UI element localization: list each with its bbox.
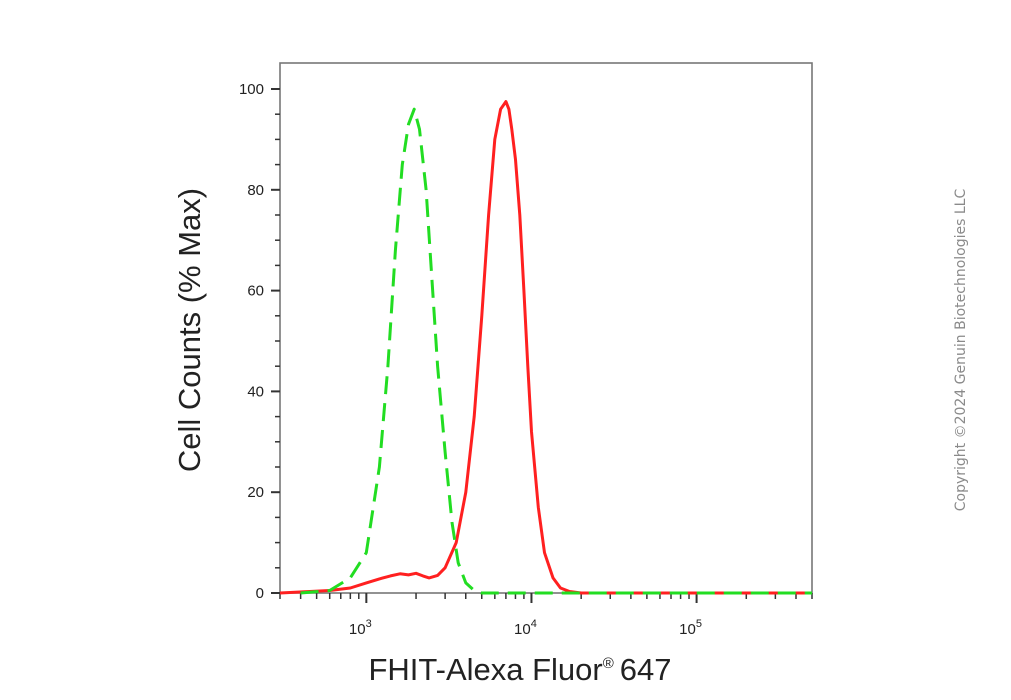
x-axis-ticks: 103 104 105 xyxy=(279,593,813,638)
y-tick-label: 40 xyxy=(247,383,264,400)
x-tick-label-exponent: 5 xyxy=(696,618,702,630)
y-tick-label: 80 xyxy=(247,182,264,199)
y-tick-label: 100 xyxy=(239,81,264,98)
y-tick-label: 20 xyxy=(247,484,264,501)
copyright-watermark: Copyright ©2024 Genuin Biotechnologies L… xyxy=(953,189,969,512)
x-tick-label: 105 xyxy=(679,618,702,638)
y-axis-title: Cell Counts (% Max) xyxy=(172,188,207,472)
x-tick-label-exponent: 4 xyxy=(531,618,537,630)
y-tick-label: 0 xyxy=(256,585,264,602)
series-layer xyxy=(279,100,812,595)
x-axis-title-suffix: 647 xyxy=(620,652,672,687)
x-tick-label: 103 xyxy=(349,618,372,638)
x-tick-label-base: 10 xyxy=(679,621,696,638)
y-tick-label: 60 xyxy=(247,283,264,300)
y-axis-ticks: 0 20 40 60 80 100 xyxy=(239,81,280,602)
x-axis-title: FHIT-Alexa Fluor® 647 xyxy=(368,652,671,687)
x-tick-label-base: 10 xyxy=(514,621,531,638)
x-axis-title-main: FHIT-Alexa Fluor xyxy=(368,652,602,687)
x-tick-label: 104 xyxy=(514,618,537,638)
x-tick-label-exponent: 3 xyxy=(366,618,372,630)
x-tick-label-base: 10 xyxy=(349,621,366,638)
green-isotype-dashed-line xyxy=(300,107,812,595)
x-axis-title-mark: ® xyxy=(603,655,614,672)
plot-frame xyxy=(279,62,813,594)
red-histogram-line xyxy=(279,100,812,595)
